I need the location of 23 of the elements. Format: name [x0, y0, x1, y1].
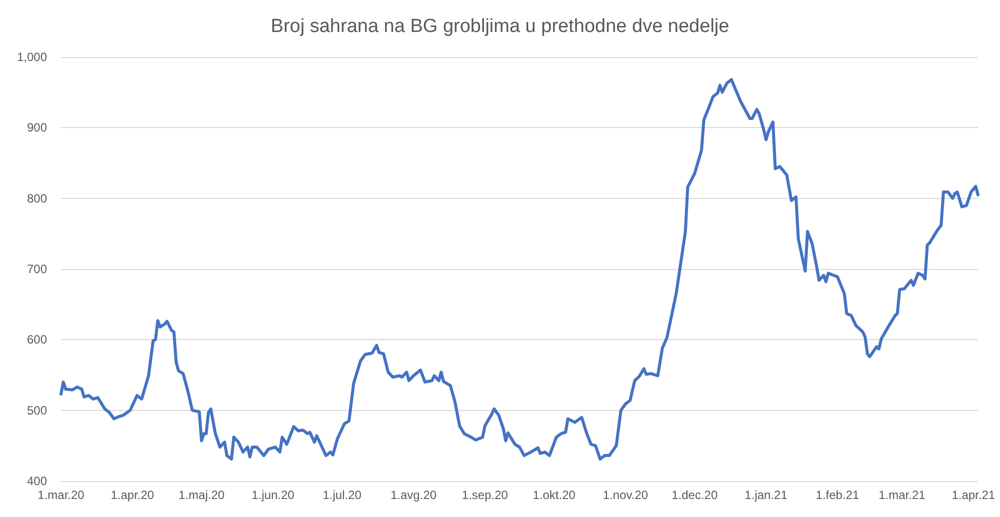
y-tick-label: 1,000 [16, 50, 48, 64]
x-tick-label: 1.maj.20 [178, 488, 225, 502]
y-tick-label: 700 [26, 262, 48, 276]
x-tick-label: 1.jan.21 [744, 488, 788, 502]
y-tick-label: 800 [26, 191, 48, 206]
x-tick-label: 1.nov.20 [602, 488, 648, 502]
x-tick-label: 1.jun.20 [252, 488, 295, 502]
x-tick-label: 1.avg.20 [390, 488, 437, 502]
x-tick-label: 1.feb.21 [816, 488, 860, 502]
chart-title: Broj sahrana na BG grobljima u prethodne dve nedelje [270, 16, 730, 37]
y-tick-label: 900 [26, 120, 48, 135]
x-tick-label: 1.okt.20 [532, 488, 576, 502]
y-tick-label: 500 [26, 403, 48, 418]
x-tick-label: 1.apr.21 [952, 488, 996, 502]
x-tick-label: 1.dec.20 [672, 488, 718, 502]
x-tick-label: 1.mar.20 [38, 488, 85, 502]
line-series [60, 78, 980, 461]
x-tick-label: 1.apr.20 [110, 488, 154, 502]
x-tick-label: 1.jul.20 [322, 488, 362, 502]
x-tick-label: 1.sep.20 [462, 488, 508, 502]
x-tick-label: 1.mar.21 [878, 488, 926, 502]
y-tick-label: 600 [26, 332, 48, 347]
y-tick-label: 400 [26, 474, 48, 488]
